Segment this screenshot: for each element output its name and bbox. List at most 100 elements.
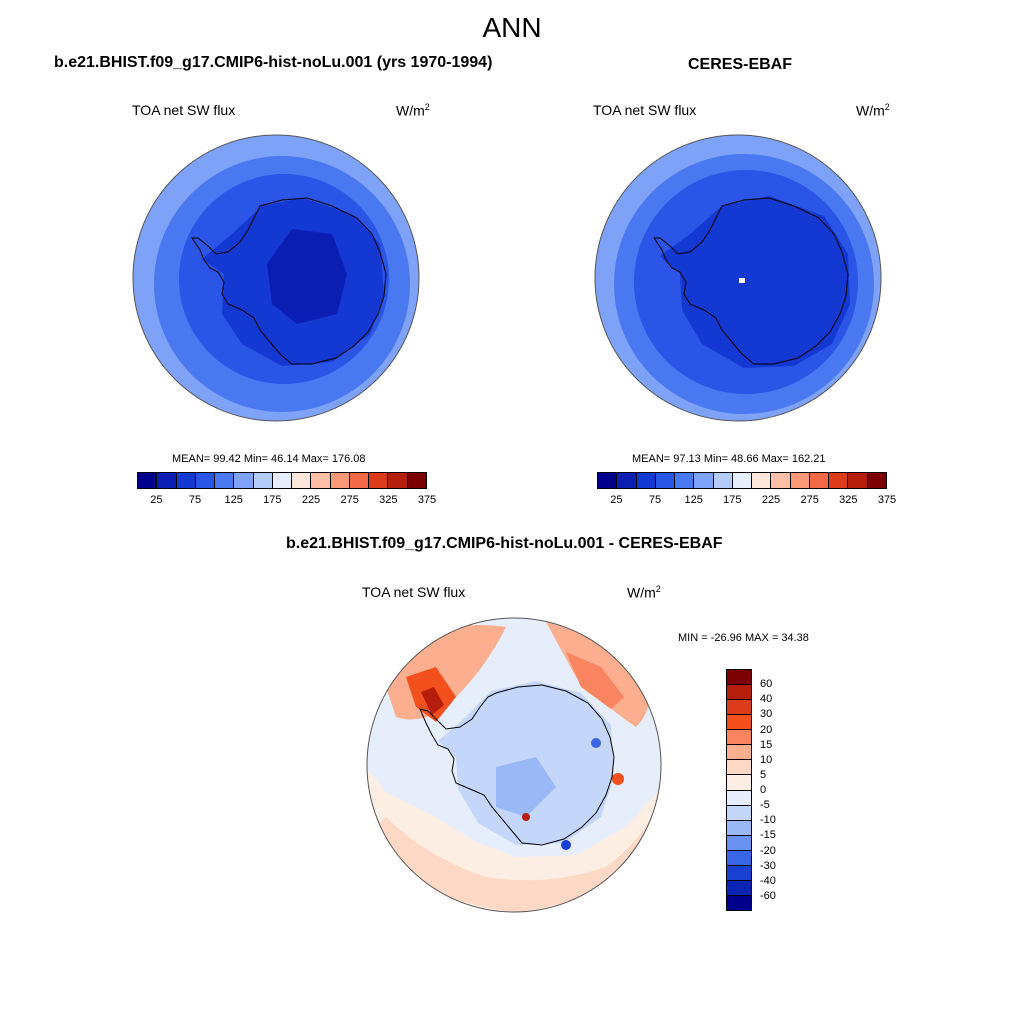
colorbar-swatch [655,473,676,488]
colorbar-tick-label: 0 [760,784,767,796]
colorbar-tick-label: -5 [760,799,770,812]
panel3-colorbar [726,669,752,911]
colorbar-tick-label: 325 [839,494,858,506]
colorbar-swatch [727,805,751,821]
colorbar-tick-label: 175 [263,494,282,506]
colorbar-swatch [713,473,733,488]
colorbar-swatch [727,895,751,910]
colorbar-swatch [727,745,751,761]
panel3-stats: MIN = -26.96 MAX = 34.38 [678,632,809,644]
colorbar-tick-label: 375 [417,494,437,506]
colorbar-swatch [176,473,196,488]
panel1-stats: MEAN= 99.42 Min= 46.14 Max= 176.08 [172,453,366,465]
colorbar-swatch [292,473,312,488]
colorbar-tick-label: 175 [723,494,742,506]
colorbar-swatch [215,473,235,488]
colorbar-tick-label: 10 [760,753,773,766]
colorbar-tick-label: 125 [684,494,703,506]
colorbar-tick-label: -15 [760,829,776,842]
colorbar-swatch [790,473,810,488]
panel1-colorbar-ticks: 25 75 125 175 225 275 325 375 [137,494,436,508]
colorbar-swatch [675,473,695,488]
colorbar-swatch [349,473,370,488]
panel2-colorbar [597,472,887,489]
colorbar-swatch [138,473,158,488]
panel2-coastline [653,197,849,365]
colorbar-swatch [694,473,714,488]
colorbar-swatch [829,473,849,488]
colorbar-tick-label: 225 [761,494,781,506]
colorbar-tick-label: -10 [760,814,776,827]
colorbar-swatch [727,880,751,896]
colorbar-tick-label: 275 [800,494,819,506]
colorbar-swatch [407,473,426,488]
panel1-colorbar [137,472,427,489]
colorbar-swatch [727,730,751,746]
panel1-units: W/m2 [396,102,430,119]
colorbar-swatch [311,473,331,488]
colorbar-swatch [598,473,618,488]
panel2-colorbar-ticks: 25 75 125 175 225 275 325 375 [597,494,896,508]
colorbar-swatch [388,473,408,488]
panel2-variable: TOA net SW flux [593,102,697,118]
colorbar-tick-label: 25 [150,494,163,506]
colorbar-swatch [727,700,751,716]
colorbar-swatch [727,715,751,731]
colorbar-tick-label: 5 [760,768,767,781]
colorbar-swatch [727,790,751,806]
colorbar-tick-label: 25 [610,494,623,506]
colorbar-tick-label: 30 [760,708,773,721]
panel3-colorbar-ticks: 60 40 30 20 15 10 5 0 -5 -10 -15 -20 -30 -40 -60 [760,669,800,911]
colorbar-swatch [195,473,216,488]
colorbar-swatch [727,760,751,776]
colorbar-tick-label: 275 [340,494,359,506]
colorbar-tick-label: 75 [188,494,202,506]
colorbar-tick-label: 75 [648,494,662,506]
colorbar-tick-label: 325 [379,494,398,506]
colorbar-swatch [157,473,177,488]
colorbar-tick-label: 125 [224,494,243,506]
colorbar-tick-label: 20 [760,723,773,736]
colorbar-swatch [636,473,656,488]
colorbar-swatch [727,835,751,851]
colorbar-swatch [809,473,830,488]
colorbar-swatch [253,473,273,488]
colorbar-swatch [848,473,868,488]
colorbar-tick-label: 225 [301,494,321,506]
panel3-map-border [366,617,662,913]
colorbar-swatch [617,473,637,488]
colorbar-swatch [727,820,751,836]
panel1-variable: TOA net SW flux [132,102,236,118]
colorbar-tick-label: -20 [760,844,776,857]
panel3-coastline [419,684,615,846]
colorbar-tick-label: 15 [760,738,773,751]
panel3-units: W/m2 [627,584,661,601]
colorbar-tick-label: 40 [760,693,773,706]
colorbar-swatch [732,473,753,488]
main-title: ANN [482,12,542,43]
colorbar-swatch [727,685,751,701]
panel3-title: b.e21.BHIST.f09_g17.CMIP6-hist-noLu.001 … [286,535,723,552]
colorbar-swatch [369,473,389,488]
colorbar-swatch [771,473,791,488]
colorbar-swatch [752,473,772,488]
colorbar-swatch [727,775,751,791]
panel1-map [132,134,420,422]
panel3-variable: TOA net SW flux [362,584,466,600]
colorbar-tick-label: 60 [760,678,773,691]
panel3-map [366,617,662,913]
colorbar-swatch [867,473,886,488]
panel2-title: CERES-EBAF [688,56,793,73]
colorbar-swatch [234,473,254,488]
colorbar-tick-label: -40 [760,874,776,887]
colorbar-tick-label: -30 [760,859,776,872]
panel2-stats: MEAN= 97.13 Min= 48.66 Max= 162.21 [632,453,826,465]
panel2-map [594,134,882,422]
colorbar-swatch [727,670,751,686]
colorbar-swatch [727,865,751,881]
colorbar-tick-label: 375 [877,494,897,506]
panel1-map-border [132,134,420,422]
panel1-coastline [191,197,387,365]
colorbar-swatch [330,473,350,488]
colorbar-swatch [727,850,751,866]
